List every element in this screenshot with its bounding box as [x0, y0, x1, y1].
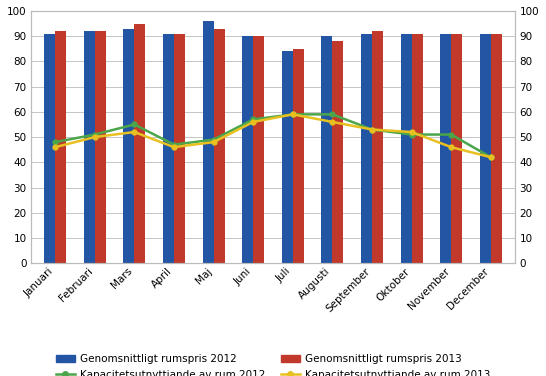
Bar [412, 33, 423, 263]
Bar [242, 36, 253, 263]
Bar [55, 31, 66, 263]
Bar [480, 33, 491, 263]
Bar [293, 49, 304, 263]
Bar [95, 31, 106, 263]
Bar [213, 29, 225, 263]
Bar [440, 33, 451, 263]
Bar [282, 51, 293, 263]
Bar [372, 31, 383, 263]
Bar [134, 24, 145, 263]
Bar [451, 33, 462, 263]
Bar [253, 36, 264, 263]
Bar [203, 21, 213, 263]
Bar [44, 33, 55, 263]
Bar [401, 33, 412, 263]
Bar [361, 33, 372, 263]
Bar [174, 33, 185, 263]
Bar [84, 31, 95, 263]
Bar [333, 41, 343, 263]
Legend: Genomsnittligt rumspris 2012, Kapacitetsutnyttjande av rum 2012, Genomsnittligt : Genomsnittligt rumspris 2012, Kapacitets… [51, 349, 495, 376]
Bar [123, 29, 134, 263]
Bar [163, 33, 174, 263]
Bar [321, 36, 333, 263]
Bar [491, 33, 502, 263]
